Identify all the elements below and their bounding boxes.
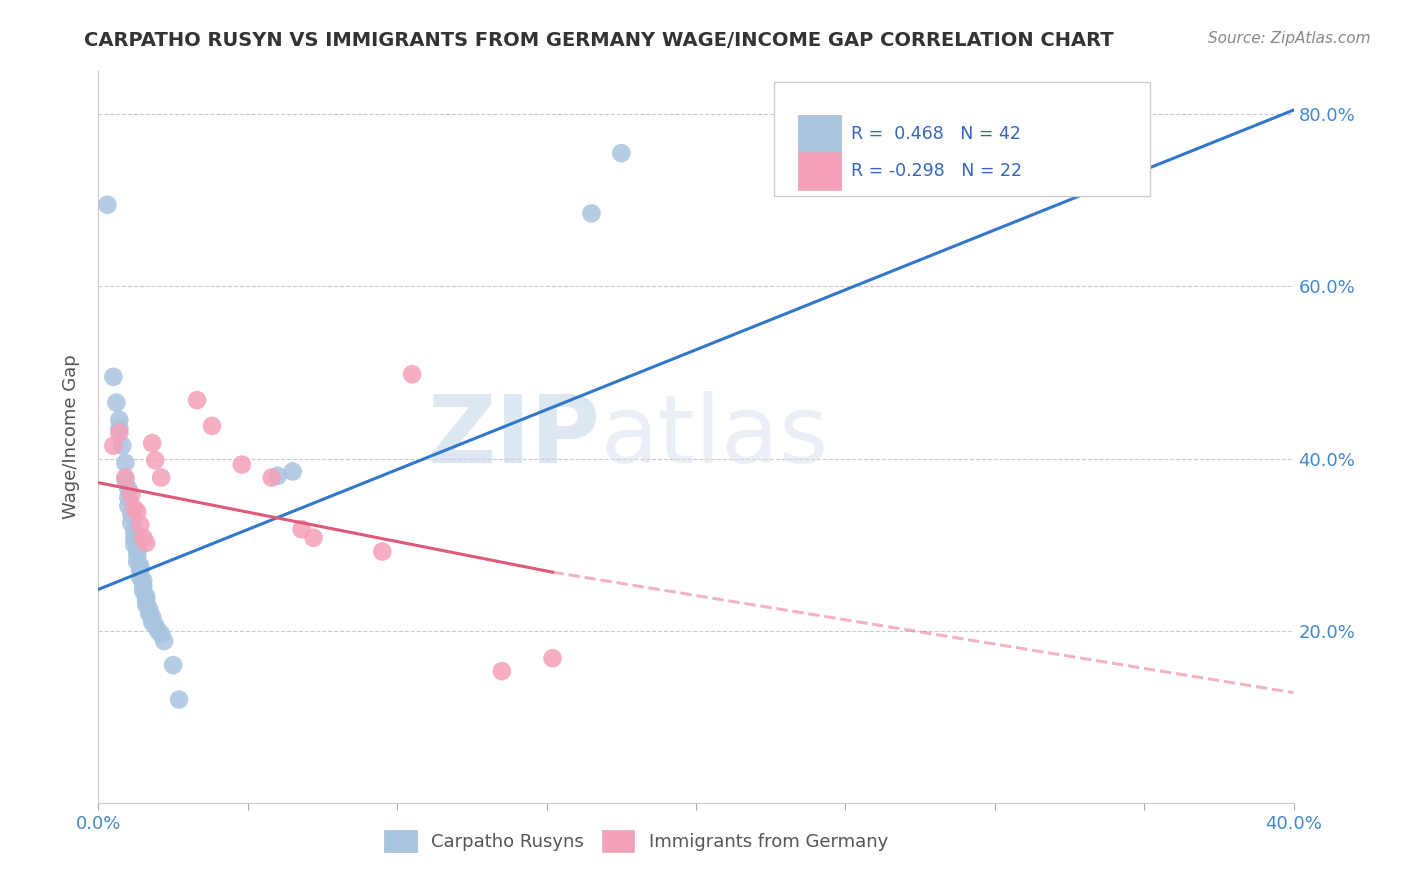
FancyBboxPatch shape bbox=[797, 152, 841, 190]
Point bbox=[124, 524, 146, 539]
Point bbox=[135, 598, 157, 612]
Point bbox=[103, 369, 125, 384]
Point bbox=[610, 146, 633, 161]
Point bbox=[150, 470, 173, 484]
Point bbox=[114, 473, 136, 487]
Legend: Carpatho Rusyns, Immigrants from Germany: Carpatho Rusyns, Immigrants from Germany bbox=[377, 823, 896, 860]
Point bbox=[103, 439, 125, 453]
Point bbox=[148, 624, 170, 638]
Point bbox=[267, 468, 290, 483]
Point bbox=[143, 618, 166, 632]
Point bbox=[153, 634, 176, 648]
Point bbox=[141, 610, 163, 624]
Point bbox=[401, 368, 423, 382]
Point bbox=[120, 488, 142, 502]
Point bbox=[281, 465, 304, 479]
Point bbox=[135, 592, 157, 607]
Point bbox=[105, 395, 128, 409]
Point bbox=[141, 436, 163, 450]
Point bbox=[108, 425, 131, 440]
Point bbox=[132, 584, 155, 599]
Text: R = -0.298   N = 22: R = -0.298 N = 22 bbox=[852, 161, 1022, 179]
Point bbox=[132, 579, 155, 593]
Point bbox=[129, 564, 152, 578]
Point bbox=[291, 522, 314, 536]
Text: CARPATHO RUSYN VS IMMIGRANTS FROM GERMANY WAGE/INCOME GAP CORRELATION CHART: CARPATHO RUSYN VS IMMIGRANTS FROM GERMAN… bbox=[84, 31, 1114, 50]
Point bbox=[129, 559, 152, 574]
Point bbox=[117, 491, 139, 505]
Point bbox=[581, 206, 603, 220]
Y-axis label: Wage/Income Gap: Wage/Income Gap bbox=[62, 355, 80, 519]
Point bbox=[167, 692, 190, 706]
Point bbox=[127, 505, 149, 519]
Point bbox=[124, 531, 146, 545]
Point bbox=[127, 548, 149, 562]
Point bbox=[127, 541, 149, 556]
Point bbox=[231, 458, 253, 472]
Point bbox=[108, 413, 131, 427]
Text: R =  0.468   N = 42: R = 0.468 N = 42 bbox=[852, 125, 1021, 143]
Point bbox=[541, 651, 564, 665]
Point bbox=[141, 615, 163, 629]
Point bbox=[162, 658, 184, 673]
Point bbox=[260, 470, 283, 484]
FancyBboxPatch shape bbox=[773, 82, 1150, 195]
Point bbox=[302, 531, 325, 545]
Text: ZIP: ZIP bbox=[427, 391, 600, 483]
Point bbox=[114, 470, 136, 484]
Point bbox=[138, 607, 160, 621]
Point bbox=[117, 482, 139, 496]
Point bbox=[201, 418, 224, 433]
Point bbox=[120, 516, 142, 530]
Point bbox=[186, 393, 208, 408]
Point bbox=[96, 198, 118, 212]
Point bbox=[129, 517, 152, 532]
Point bbox=[129, 570, 152, 584]
Point bbox=[132, 531, 155, 545]
Point bbox=[108, 421, 131, 435]
Text: atlas: atlas bbox=[600, 391, 828, 483]
Text: Source: ZipAtlas.com: Source: ZipAtlas.com bbox=[1208, 31, 1371, 46]
Point bbox=[111, 439, 134, 453]
Point bbox=[120, 508, 142, 522]
Point bbox=[138, 602, 160, 616]
FancyBboxPatch shape bbox=[797, 115, 841, 153]
Point bbox=[491, 664, 513, 678]
Point bbox=[135, 536, 157, 550]
Point bbox=[135, 589, 157, 603]
Point bbox=[117, 499, 139, 513]
Point bbox=[124, 538, 146, 552]
Point bbox=[132, 574, 155, 588]
Point bbox=[150, 627, 173, 641]
Point bbox=[127, 555, 149, 569]
Point bbox=[143, 453, 166, 467]
Point bbox=[114, 456, 136, 470]
Point bbox=[124, 501, 146, 516]
Point bbox=[371, 544, 394, 558]
